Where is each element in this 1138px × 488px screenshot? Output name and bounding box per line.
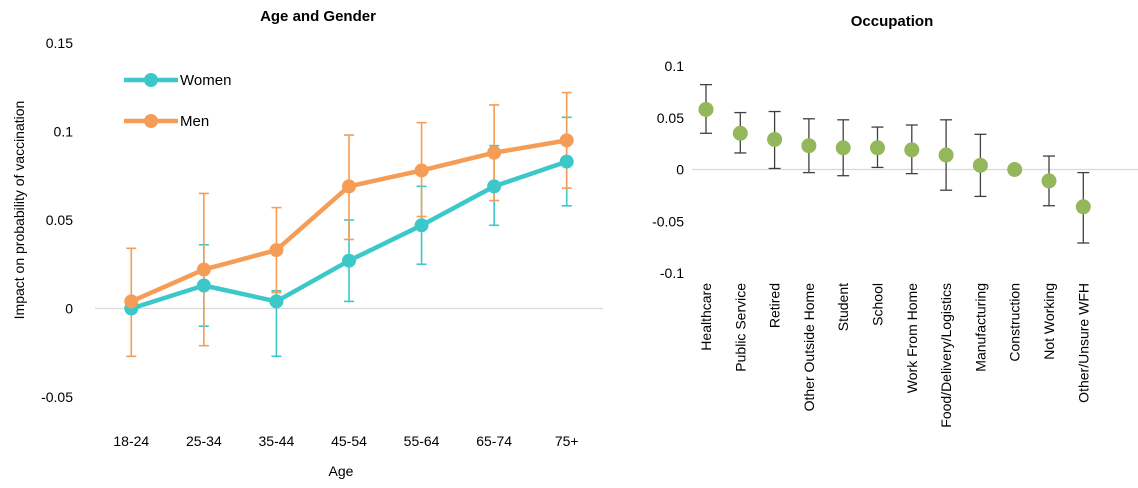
x-tick-label: 75+ <box>555 433 579 449</box>
y-tick-label: -0.05 <box>652 213 684 229</box>
plot-area: -0.05 0 0.05 0.1 0.15 18-24 25-34 35-44 45-54 55-… <box>41 35 603 449</box>
chart-title: Age and Gender <box>260 8 376 25</box>
x-axis-title: Age <box>329 463 354 479</box>
y-tick-label: -0.1 <box>660 265 684 281</box>
plot-area: -0.1 -0.05 0 0.05 0.1 Healthcare Public Servic… <box>652 58 1138 428</box>
x-tick-label: 25-34 <box>186 433 222 449</box>
data-point <box>1007 162 1023 177</box>
x-tick-label: 65-74 <box>476 433 512 449</box>
data-point <box>414 218 429 233</box>
x-tick-label: Public Service <box>732 283 748 372</box>
x-tick-label: 45-54 <box>331 433 367 449</box>
data-point <box>767 131 783 147</box>
y-tick-label: 0.05 <box>46 212 73 228</box>
x-tick-label: Work From Home <box>904 283 920 393</box>
data-point <box>269 243 284 258</box>
x-tick-label: 18-24 <box>113 433 149 449</box>
data-point <box>414 163 429 178</box>
data-point <box>559 133 574 148</box>
legend-label: Men <box>180 113 209 130</box>
data-point <box>124 294 139 309</box>
y-tick-label: -0.05 <box>41 389 73 405</box>
occupation-chart: Occupation -0.1 -0.05 0 0.05 0.1 Healthcare Pu… <box>652 13 1138 428</box>
y-tick-label: 0.15 <box>46 35 73 51</box>
data-point <box>904 142 920 158</box>
x-tick-label: Other/Unsure WFH <box>1075 283 1091 403</box>
x-tick-label: Other Outside Home <box>801 283 817 412</box>
data-point <box>835 140 851 156</box>
data-point <box>870 140 885 156</box>
x-tick-label: Retired <box>767 283 783 328</box>
data-point <box>196 262 211 277</box>
data-point <box>801 138 817 154</box>
x-tick-label: Manufacturing <box>972 283 988 372</box>
legend-label: Women <box>180 72 231 89</box>
legend-entry: Women <box>124 72 231 89</box>
data-point <box>487 179 502 194</box>
x-tick-label: Construction <box>1007 283 1023 362</box>
x-tick-label: Healthcare <box>698 283 714 351</box>
data-point <box>972 157 988 173</box>
x-tick-label: School <box>870 283 886 326</box>
x-tick-label: Student <box>835 283 851 331</box>
y-tick-label: 0.1 <box>54 124 74 140</box>
y-tick-label: 0.1 <box>665 58 685 74</box>
data-point <box>938 147 954 163</box>
data-point <box>732 125 748 141</box>
data-point <box>1041 173 1057 189</box>
x-tick-label: Food/Delivery/Logistics <box>938 283 954 428</box>
y-tick-label: 0 <box>65 301 73 317</box>
chart-title: Occupation <box>851 13 934 30</box>
data-point <box>196 278 211 293</box>
legend-entry: Men <box>124 113 209 130</box>
y-tick-label: 0.05 <box>657 110 684 126</box>
data-point <box>342 179 356 194</box>
x-tick-label: Not Working <box>1041 283 1057 360</box>
y-axis-title: Impact on probability of vaccination <box>11 101 27 320</box>
age-gender-chart: Age and Gender Impact on probability of … <box>11 8 603 479</box>
data-point <box>559 154 574 169</box>
data-point <box>269 294 284 309</box>
data-point <box>698 101 714 117</box>
x-tick-label: 35-44 <box>259 433 295 449</box>
data-point <box>1075 199 1091 215</box>
data-point <box>342 253 356 268</box>
data-point <box>487 145 502 160</box>
x-tick-label: 55-64 <box>404 433 440 449</box>
y-tick-label: 0 <box>676 162 684 178</box>
